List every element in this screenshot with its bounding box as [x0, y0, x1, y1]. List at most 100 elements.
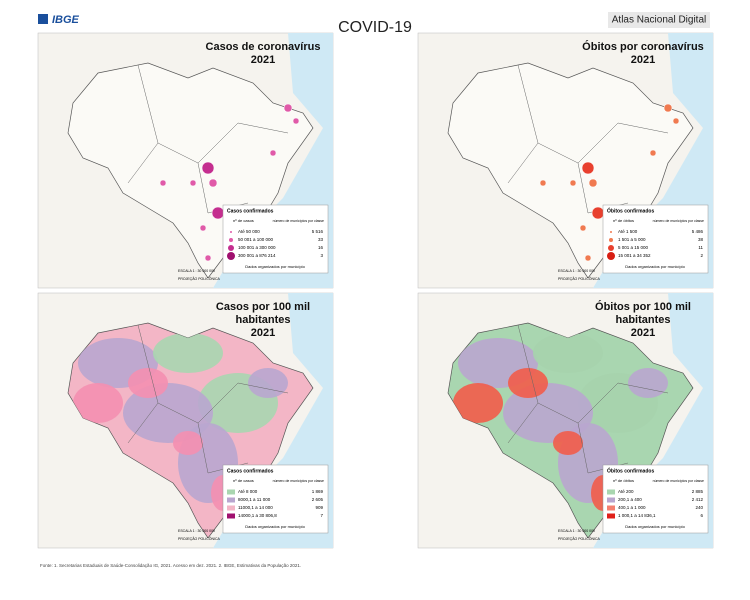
- borders: [507, 64, 669, 214]
- city-marker: [663, 103, 673, 113]
- city-marker: [189, 179, 197, 187]
- city-marker: [204, 254, 212, 262]
- legend-class: 50 001 a 100 000: [238, 237, 274, 242]
- legend-swatch: [610, 231, 612, 233]
- legend-col: nº de casos: [233, 478, 254, 483]
- panel-title: 2021: [631, 54, 655, 66]
- legend-class: 14000,1 a 30 806,8: [238, 513, 277, 518]
- legend-swatch: [229, 238, 233, 242]
- legend-note: Dados organizados por município: [245, 524, 305, 529]
- region: [128, 368, 168, 398]
- city-marker: [569, 179, 577, 187]
- legend: Casos confirmados nº de casos número de mu…: [222, 204, 329, 274]
- legend-class: Até 1 500: [618, 229, 638, 234]
- legend-swatch: [607, 252, 615, 260]
- panel-title: 2021: [251, 54, 275, 66]
- scale: ESCALA 1 : 30 000 000: [178, 529, 215, 533]
- city-marker: [581, 161, 595, 175]
- scale: ESCALA 1 : 30 000 000: [558, 269, 595, 273]
- city-marker: [201, 161, 215, 175]
- legend-swatch: [227, 489, 235, 495]
- legend-class: 1 501 a 5 000: [618, 237, 646, 242]
- city-marker: [199, 224, 207, 232]
- panel-title: 2021: [631, 327, 655, 339]
- projection: PROJEÇÃO POLICÔNICA: [558, 536, 600, 541]
- logo: IBGE: [52, 14, 80, 26]
- legend: Óbitos confirmados nº de óbitos número de …: [602, 464, 709, 534]
- city-marker: [283, 103, 293, 113]
- region: [453, 383, 503, 423]
- region: [533, 333, 603, 373]
- legend-note: Dados organizados por município: [625, 524, 685, 529]
- legend-count: 2: [700, 253, 703, 258]
- legend-count: 909: [315, 505, 323, 510]
- borders: [127, 324, 289, 474]
- projection: PROJEÇÃO POLICÔNICA: [178, 276, 220, 281]
- legend-count: 2 605: [312, 497, 324, 502]
- legend-col: número de municípios por classe: [273, 479, 324, 483]
- legend-col: nº de óbitos: [613, 478, 634, 483]
- legend-class: 15 001 a 34 352: [618, 253, 651, 258]
- legend-swatch: [230, 231, 232, 233]
- legend-swatch: [607, 497, 615, 503]
- legend-col: nº de óbitos: [613, 218, 634, 223]
- city-marker: [269, 149, 277, 157]
- legend-title: Óbitos confirmados: [607, 466, 654, 474]
- city-marker: [208, 178, 218, 188]
- legend-count: 38: [698, 237, 704, 242]
- legend-count: 5 516: [312, 229, 324, 234]
- region: [73, 383, 123, 423]
- legend-swatch: [228, 245, 234, 251]
- borders: [127, 64, 289, 214]
- badge-bg: [608, 12, 710, 28]
- legend-swatch: [227, 505, 235, 511]
- region: [123, 383, 213, 443]
- legend-count: 33: [318, 237, 324, 242]
- legend-class: 200,1 a 400: [618, 497, 642, 502]
- panel-title: 2021: [251, 327, 275, 339]
- legend-class: Até 200: [618, 489, 634, 494]
- panel-title: habitantes: [615, 314, 670, 326]
- choropleth: [73, 333, 288, 511]
- legend-note: Dados organizados por município: [625, 264, 685, 269]
- panel-title: habitantes: [235, 314, 290, 326]
- legend-col: número de municípios por classe: [273, 219, 324, 223]
- legend-class: 1 000,1 a 14 836,1: [618, 513, 656, 518]
- legend-class: Até 8 000: [238, 489, 258, 494]
- legend-box: [222, 204, 329, 274]
- city-marker: [588, 178, 598, 188]
- legend-count: 1 869: [312, 489, 324, 494]
- badge: Atlas Nacional Digital: [612, 15, 707, 26]
- legend-box: [602, 204, 709, 274]
- city-marker: [649, 149, 657, 157]
- legend-title: Óbitos confirmados: [607, 206, 654, 214]
- legend-note: Dados organizados por município: [245, 264, 305, 269]
- legend-count: 11: [698, 245, 703, 250]
- legend-count: 2 885: [692, 489, 704, 494]
- city-marker: [584, 254, 592, 262]
- choropleth: [453, 333, 668, 511]
- legend-count: 5 486: [692, 229, 704, 234]
- city-marker: [539, 179, 547, 187]
- projection: PROJEÇÃO POLICÔNICA: [558, 276, 600, 281]
- legend-count: 240: [695, 505, 703, 510]
- region: [173, 431, 203, 455]
- panel-title: Óbitos por coronavírus: [582, 40, 704, 53]
- region: [153, 333, 223, 373]
- legend-class: Até 50 000: [238, 229, 260, 234]
- legend-col: nº de casos: [233, 218, 254, 223]
- region: [508, 368, 548, 398]
- region: [503, 383, 593, 443]
- legend-count: 6: [700, 513, 703, 518]
- projection: PROJEÇÃO POLICÔNICA: [178, 536, 220, 541]
- legend-swatch: [607, 505, 615, 511]
- legend-swatch: [607, 489, 615, 495]
- panel-title: Casos por 100 mil: [216, 301, 310, 313]
- legend-class: 8000,1 a 11 000: [238, 497, 271, 502]
- legend-class: 100 001 a 300 000: [238, 245, 276, 250]
- city-marker: [211, 206, 225, 220]
- city-marker: [159, 179, 167, 187]
